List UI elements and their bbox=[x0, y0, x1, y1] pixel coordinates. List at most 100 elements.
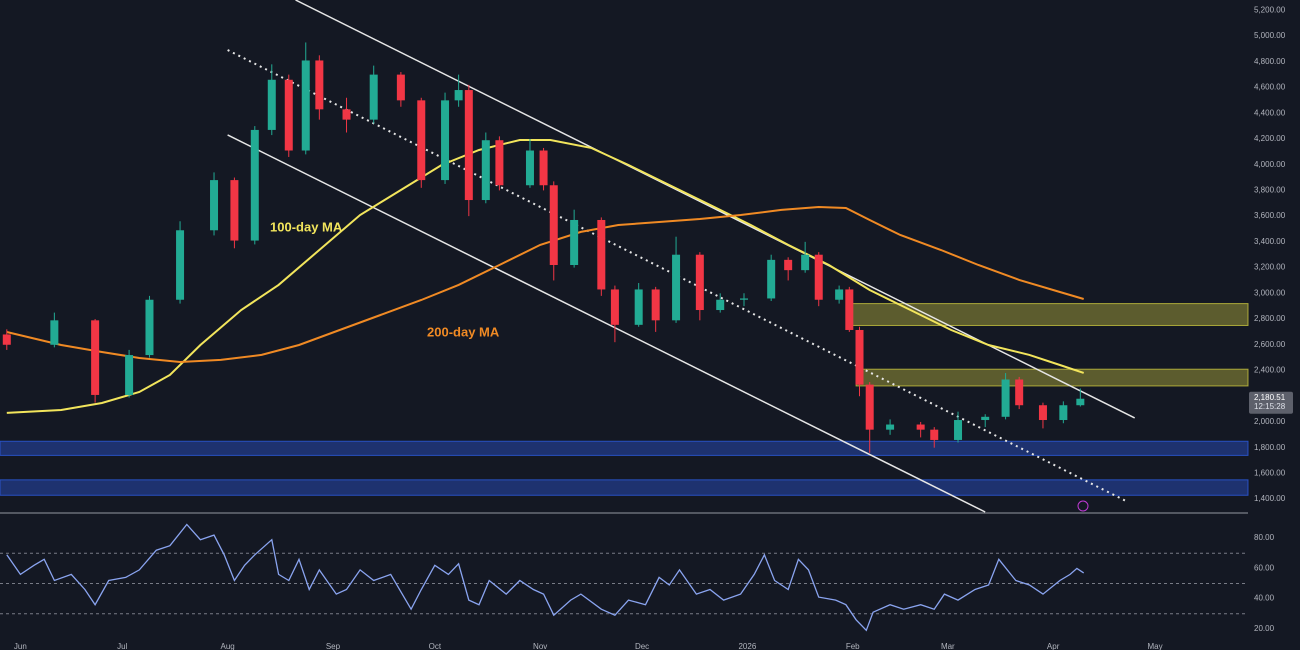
zone bbox=[848, 303, 1249, 326]
candle-body bbox=[651, 289, 660, 321]
candle-body bbox=[50, 320, 59, 345]
candle-body bbox=[176, 230, 185, 300]
trendline bbox=[227, 134, 986, 513]
candle-body bbox=[125, 355, 134, 395]
candle-body bbox=[886, 424, 895, 430]
candle-body bbox=[1038, 405, 1047, 421]
y-tick-label: 40.00 bbox=[1254, 594, 1275, 603]
candle-body bbox=[835, 289, 844, 300]
candle-body bbox=[930, 429, 939, 440]
candle-body bbox=[481, 140, 490, 201]
candle-body bbox=[634, 289, 643, 325]
x-tick-label: Mar bbox=[941, 642, 955, 650]
y-tick-label: 2,400.00 bbox=[1254, 366, 1286, 375]
x-tick-label: May bbox=[1148, 642, 1163, 650]
candle-body bbox=[342, 109, 351, 120]
candle-body bbox=[495, 140, 504, 186]
candle-body bbox=[145, 299, 154, 356]
x-tick-label: Jul bbox=[117, 642, 127, 650]
y-tick-label: 4,600.00 bbox=[1254, 83, 1286, 92]
candle-body bbox=[1015, 379, 1024, 406]
candle-body bbox=[315, 60, 324, 110]
y-tick-label: 3,800.00 bbox=[1254, 186, 1286, 195]
y-tick-label: 4,800.00 bbox=[1254, 57, 1286, 66]
y-tick-label: 1,400.00 bbox=[1254, 494, 1286, 503]
candle-body bbox=[539, 150, 548, 186]
candle-body bbox=[845, 289, 854, 330]
moving-average bbox=[6, 139, 1085, 414]
event-icon bbox=[1077, 500, 1089, 512]
y-tick-label: 3,200.00 bbox=[1254, 263, 1286, 272]
candle-body bbox=[454, 90, 463, 101]
y-tick-label: 80.00 bbox=[1254, 533, 1275, 542]
candle-body bbox=[1059, 405, 1068, 421]
x-tick-label: Feb bbox=[846, 642, 860, 650]
candle-body bbox=[865, 384, 874, 430]
y-tick-label: 60.00 bbox=[1254, 563, 1275, 572]
zone bbox=[0, 479, 1249, 496]
moving-average bbox=[6, 205, 1084, 364]
y-tick-label: 2,600.00 bbox=[1254, 340, 1286, 349]
x-tick-label: Aug bbox=[220, 642, 234, 650]
candle-body bbox=[716, 299, 725, 311]
x-tick-label: Apr bbox=[1047, 642, 1060, 650]
candle-body bbox=[916, 424, 925, 430]
candle-body bbox=[767, 259, 776, 299]
y-tick-label: 1,800.00 bbox=[1254, 443, 1286, 452]
x-tick-label: Jun bbox=[14, 642, 27, 650]
candle-body bbox=[1076, 398, 1085, 406]
x-tick-label: Oct bbox=[429, 642, 442, 650]
y-tick-label: 1,600.00 bbox=[1254, 469, 1286, 478]
y-tick-label: 20.00 bbox=[1254, 624, 1275, 633]
candle-body bbox=[250, 129, 259, 241]
x-tick-label: Dec bbox=[635, 642, 649, 650]
candle-body bbox=[230, 180, 239, 241]
candle-body bbox=[525, 150, 534, 186]
y-tick-label: 4,000.00 bbox=[1254, 160, 1286, 169]
candle-body bbox=[570, 219, 579, 266]
x-tick-label: 2026 bbox=[738, 642, 756, 650]
countdown: 12:15:28 bbox=[1254, 402, 1286, 411]
y-tick-label: 3,000.00 bbox=[1254, 288, 1286, 297]
candle-body bbox=[91, 320, 100, 395]
y-tick-label: 5,000.00 bbox=[1254, 31, 1286, 40]
ma-label: 200-day MA bbox=[427, 324, 500, 339]
candle-body bbox=[396, 74, 405, 101]
candle-body bbox=[441, 100, 450, 181]
last-price-label: 2,180.51 bbox=[1254, 393, 1286, 402]
candle-body bbox=[695, 254, 704, 311]
candle-body bbox=[855, 329, 864, 385]
candle-body bbox=[1001, 379, 1010, 417]
y-tick-label: 3,600.00 bbox=[1254, 211, 1286, 220]
x-tick-label: Nov bbox=[533, 642, 547, 650]
x-tick-label: Sep bbox=[326, 642, 341, 650]
candle-body bbox=[801, 254, 810, 271]
candle-body bbox=[267, 79, 276, 130]
y-tick-label: 2,800.00 bbox=[1254, 314, 1286, 323]
candle-body bbox=[369, 74, 378, 120]
rsi-line bbox=[6, 523, 1085, 632]
candle-body bbox=[954, 420, 963, 440]
candle-body bbox=[981, 416, 990, 421]
candle-body bbox=[610, 289, 619, 325]
candle-body bbox=[301, 60, 310, 151]
candle-body bbox=[549, 185, 558, 266]
zone bbox=[0, 440, 1249, 456]
candle-body bbox=[2, 334, 11, 345]
y-tick-label: 2,000.00 bbox=[1254, 417, 1286, 426]
last-price-tag bbox=[1249, 391, 1293, 414]
candle-body bbox=[210, 180, 219, 231]
y-tick-label: 4,200.00 bbox=[1254, 134, 1286, 143]
candle-body bbox=[672, 254, 681, 321]
y-tick-label: 4,400.00 bbox=[1254, 108, 1286, 117]
candle-body bbox=[597, 219, 606, 290]
candle-body bbox=[284, 79, 293, 151]
candle-body bbox=[814, 254, 823, 300]
y-tick-label: 3,400.00 bbox=[1254, 237, 1286, 246]
y-tick-label: 5,200.00 bbox=[1254, 5, 1286, 14]
trendline bbox=[295, 0, 1136, 419]
candle-body bbox=[417, 100, 426, 181]
candle-body bbox=[464, 90, 473, 201]
ma-label: 100-day MA bbox=[270, 219, 343, 234]
